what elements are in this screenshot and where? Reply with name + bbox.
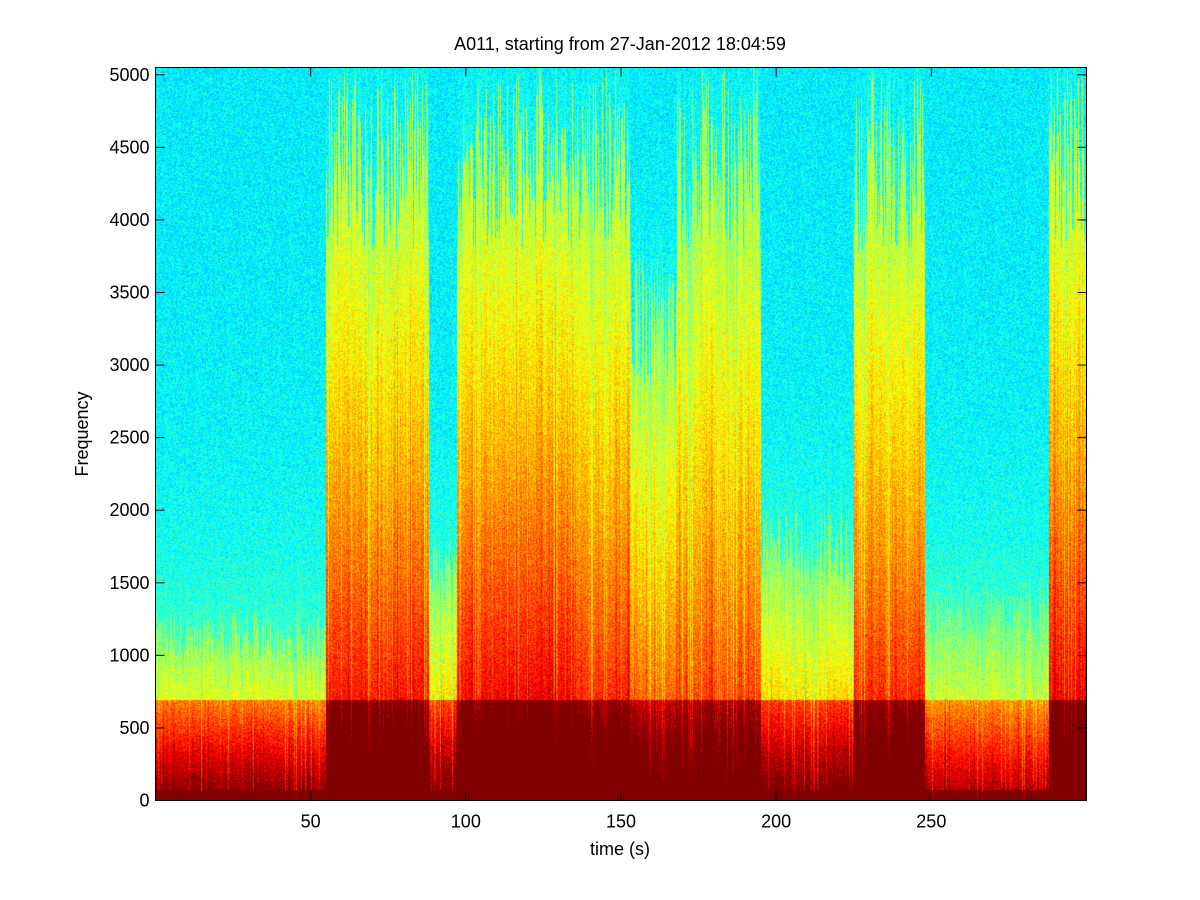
y-tick-label: 500: [119, 718, 149, 738]
y-tick-label: 4500: [109, 137, 149, 157]
x-tick-label: 100: [451, 812, 481, 832]
x-axis-label: time (s): [590, 839, 650, 859]
x-tick-label: 150: [606, 812, 636, 832]
x-tick-label: 250: [916, 812, 946, 832]
y-axis-label: Frequency: [72, 391, 92, 476]
spectrogram-image: [155, 67, 1086, 801]
y-tick-label: 3000: [109, 355, 149, 375]
y-tick-label: 0: [139, 791, 149, 811]
x-tick-label: 200: [761, 812, 791, 832]
y-tick-label: 3500: [109, 282, 149, 302]
y-tick-label: 4000: [109, 210, 149, 230]
y-tick-label: 1500: [109, 573, 149, 593]
y-tick-label: 2000: [109, 500, 149, 520]
y-tick-label: 5000: [109, 65, 149, 85]
axis-ticks: 50 100 150 200 25005001000150020002500300035…: [109, 65, 1087, 832]
x-tick-label: 50: [301, 812, 321, 832]
plot-frame: [155, 67, 1087, 801]
y-tick-label: 1000: [109, 645, 149, 665]
y-tick-label: 2500: [109, 428, 149, 448]
chart-title: A011, starting from 27-Jan-2012 18:04:59: [454, 34, 786, 54]
